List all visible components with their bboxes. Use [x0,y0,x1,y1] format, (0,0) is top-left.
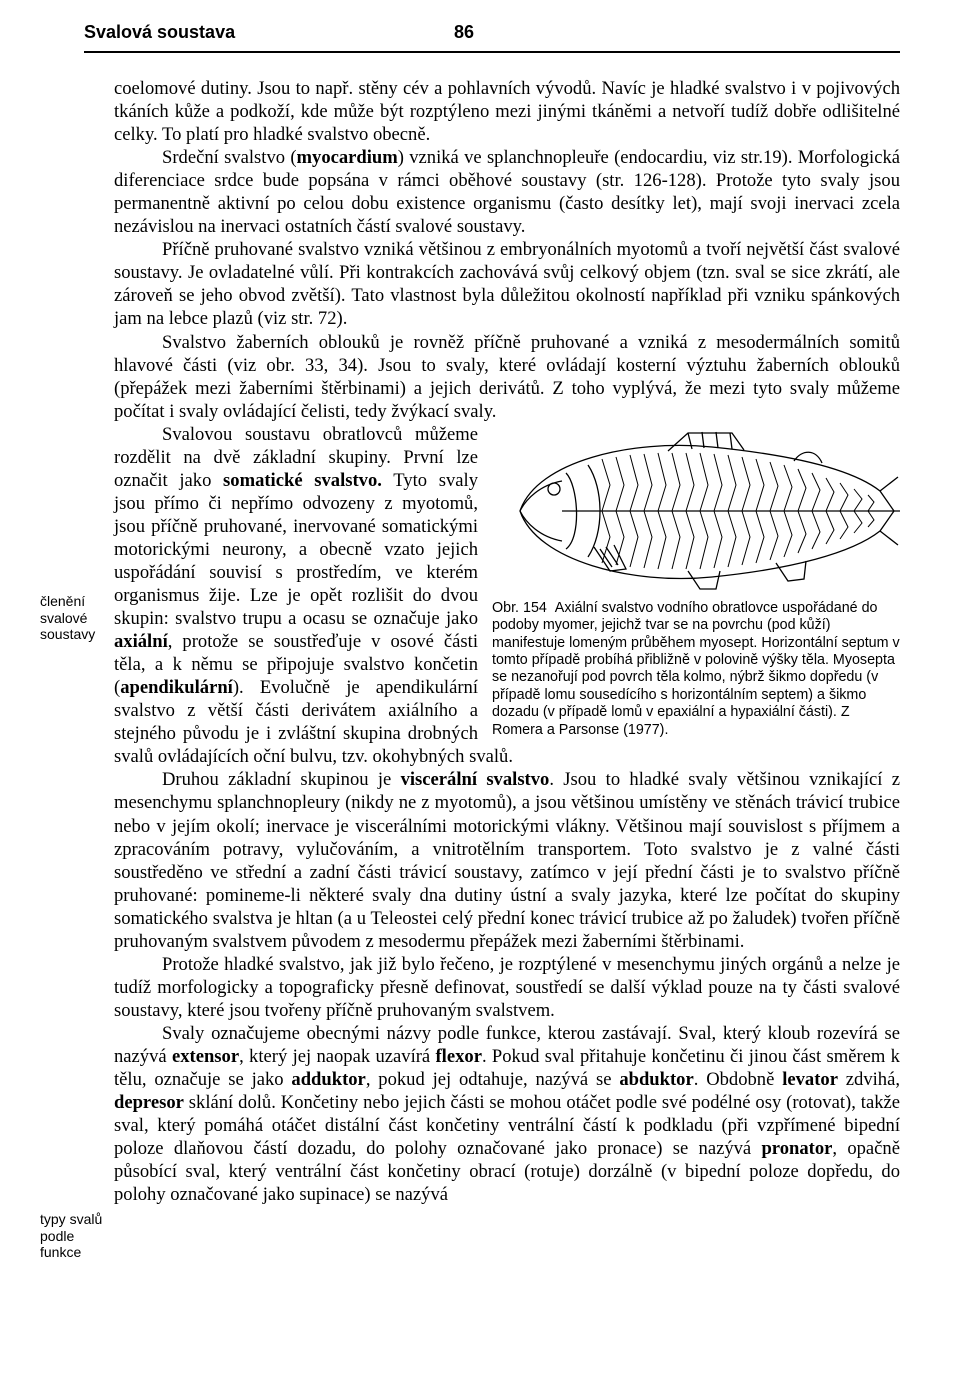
text: Protože hladké svalstvo, jak již bylo ře… [114,954,900,1021]
bold: pronator [761,1138,832,1159]
paragraph-7: Protože hladké svalstvo, jak již bylo ře… [114,953,900,1022]
fish-illustration [492,429,900,594]
text: . Obdobně [694,1069,782,1090]
page: Svalová soustava 86 coelomové dutiny. Js… [0,0,960,1228]
margin-note-text: členění svalové soustavy [40,593,95,642]
text: zdvihá, [838,1069,900,1090]
margin-note-1: členění svalové soustavy [40,593,108,643]
running-head: Svalová soustava 86 [40,22,900,43]
text: , pokud jej odtahuje, nazývá se [366,1069,620,1090]
figure-caption: Obr. 154 Axiální svalstvo vodního obratl… [492,600,900,740]
paragraph-2: Srdeční svalstvo (myocardium) vzniká ve … [114,146,900,238]
paragraph-1: coelomové dutiny. Jsou to např. stěny cé… [114,77,900,146]
text: Srdeční svalstvo ( [162,147,297,168]
text: . Jsou to hladké svaly většinou vznikají… [114,769,900,951]
bold: abduktor [619,1069,693,1090]
text: Druhou základní skupinou je [162,769,401,790]
bold: extensor [172,1046,239,1067]
bold: apendikulární [120,677,233,698]
page-number: 86 [454,22,474,43]
bold: levator [782,1069,838,1090]
margin-note-2: typy svalů podle funkce [40,1211,108,1261]
bold: axiální [114,631,168,652]
content: coelomové dutiny. Jsou to např. stěny cé… [114,77,900,1206]
paragraph-6: Druhou základní skupinou je viscerální s… [114,768,900,952]
figure-154: Obr. 154 Axiální svalstvo vodního obratl… [492,429,900,740]
text: Tyto svaly jsou přímo či nepřímo odvozen… [114,470,478,629]
paragraph-4: Svalstvo žaberních oblouků je rovněž pří… [114,331,900,423]
paragraph-8: Svaly označujeme obecnými názvy podle fu… [114,1022,900,1206]
bold: somatické svalstvo. [223,470,382,491]
header-rule [84,51,900,53]
text: coelomové dutiny. Jsou to např. stěny cé… [114,78,900,145]
text: Svalstvo žaberních oblouků je rovněž pří… [114,332,900,422]
bold: depresor [114,1092,184,1113]
bold: viscerální svalstvo [401,769,550,790]
bold: myocardium [297,147,398,168]
text: Příčně pruhované svalstvo vzniká většino… [114,239,900,329]
caption-text: Axiální svalstvo vodního obratlovce uspo… [492,600,900,738]
bold: adduktor [291,1069,365,1090]
running-title: Svalová soustava [84,22,454,43]
paragraph-3: Příčně pruhované svalstvo vzniká většino… [114,238,900,330]
text: , který jej naopak uzavírá [239,1046,435,1067]
caption-label: Obr. 154 [492,600,547,616]
margin-note-text: typy svalů podle funkce [40,1211,102,1260]
bold: flexor [435,1046,481,1067]
